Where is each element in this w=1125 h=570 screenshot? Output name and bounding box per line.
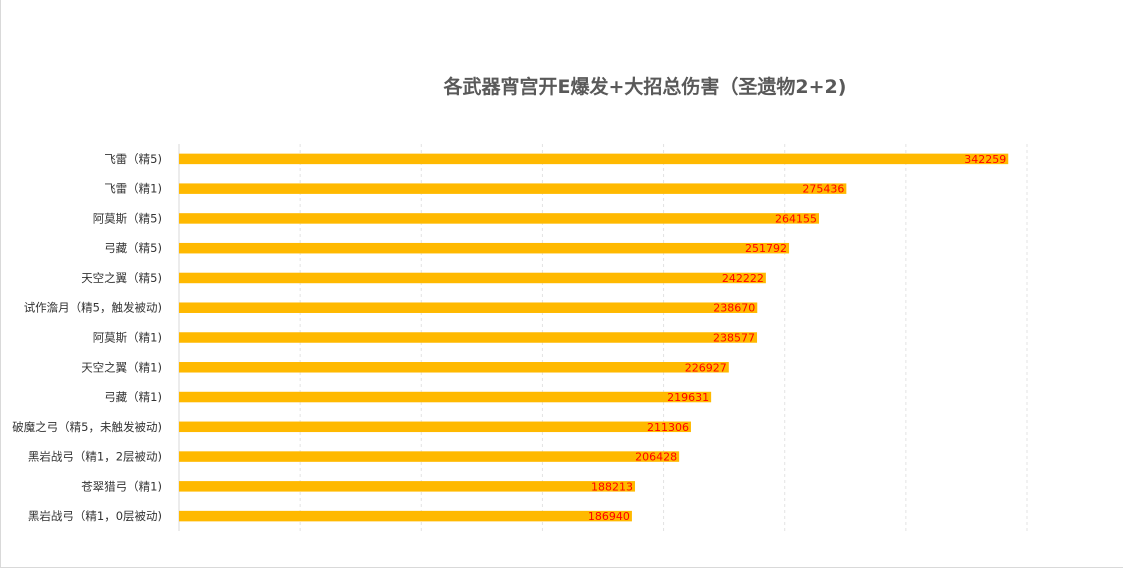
data-label: 219631 <box>667 391 709 404</box>
data-label: 242222 <box>722 272 764 285</box>
bar <box>179 332 758 343</box>
value-labels: 342259 275436 264155 251792 242222 238670 2385… <box>588 153 1006 523</box>
category-label: 弓藏（精1) <box>104 390 162 404</box>
bar <box>179 213 820 224</box>
bar <box>179 272 766 284</box>
data-label: 251792 <box>745 242 787 255</box>
category-label: 试作澹月（精5，触发被动) <box>24 301 162 315</box>
category-label: 天空之翼（精1) <box>81 360 162 374</box>
category-label: 飞雷（精1) <box>104 182 162 196</box>
data-label: 186940 <box>588 510 630 523</box>
data-label: 238670 <box>713 302 755 315</box>
category-label: 阿莫斯（精1) <box>93 331 162 345</box>
bar <box>179 451 680 462</box>
bar <box>179 362 729 373</box>
category-label: 破魔之弓（精5，未触发被动) <box>12 420 162 434</box>
data-label: 226927 <box>685 361 727 374</box>
category-label: 弓藏（精5) <box>104 241 162 255</box>
data-label: 264155 <box>775 212 817 225</box>
category-label: 飞雷（精5) <box>104 152 162 166</box>
bar <box>179 391 712 403</box>
data-label: 206428 <box>635 451 677 464</box>
bar <box>179 242 790 254</box>
bar <box>179 421 691 433</box>
bar <box>179 481 636 492</box>
category-label: 苍翠猎弓（精1) <box>81 479 162 493</box>
data-label: 342259 <box>964 153 1006 166</box>
category-label: 天空之翼（精5) <box>81 271 162 285</box>
bar <box>179 183 847 194</box>
category-label: 黑岩战弓（精1，0层被动) <box>28 509 162 523</box>
category-labels: 飞雷（精5) 飞雷（精1) 阿莫斯（精5) 弓藏（精5) 天空之翼（精5) 试作澹月（精5… <box>12 152 162 523</box>
category-label: 黑岩战弓（精1，2层被动) <box>28 450 162 464</box>
bar <box>179 153 1009 165</box>
category-label: 阿莫斯（精5) <box>93 211 162 225</box>
data-label: 211306 <box>647 421 689 434</box>
bars <box>179 153 1009 522</box>
data-label: 188213 <box>591 480 633 493</box>
bar <box>179 510 632 522</box>
data-label: 275436 <box>802 183 844 196</box>
data-label: 238577 <box>713 332 755 345</box>
chart-title: 各武器宵宫开E爆发+大招总伤害（圣遗物2+2) <box>443 76 847 98</box>
bar <box>179 302 758 313</box>
